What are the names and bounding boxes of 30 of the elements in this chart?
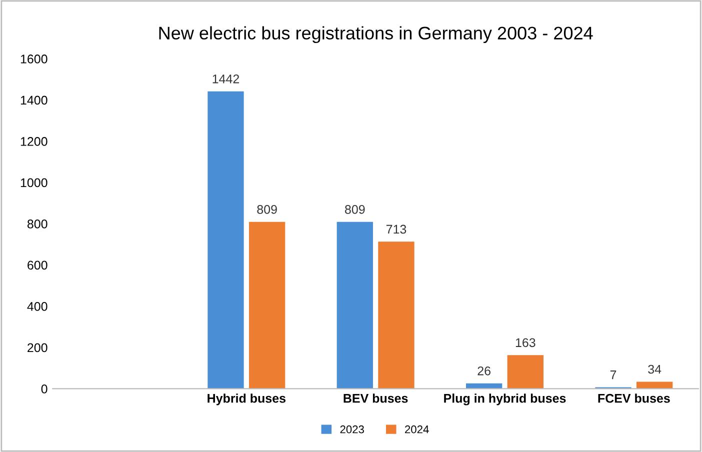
y-tick-label: 200	[28, 343, 48, 352]
data-label: 7	[610, 370, 616, 380]
x-tick-label: FCEV buses	[598, 394, 670, 403]
y-tick-label: 400	[27, 302, 48, 311]
y-tick-label: 1200	[20, 137, 48, 146]
y-tick-label: 1600	[20, 54, 48, 64]
y-tick-label: 1400	[20, 96, 48, 105]
chart-title: New electric bus registrations in Germany 2003 - 2024	[159, 26, 593, 44]
bar	[336, 222, 373, 389]
bar	[378, 242, 414, 389]
y-tick-label: 600	[28, 260, 48, 270]
data-label: 809	[345, 205, 365, 214]
data-label: 163	[516, 338, 536, 348]
data-label: 1442	[212, 74, 240, 84]
y-tick-label: 1000	[20, 178, 48, 188]
data-label: 809	[257, 205, 277, 214]
legend-label: 2023	[340, 425, 364, 434]
x-tick-label: BEV buses	[344, 394, 408, 403]
data-label: 26	[478, 366, 490, 376]
data-label: 34	[648, 364, 662, 374]
y-tick-label: 800	[27, 220, 48, 228]
legend-label: 2024	[405, 425, 429, 434]
data-label: 713	[386, 224, 406, 234]
bar	[248, 222, 286, 389]
x-tick-label: Hybrid buses	[208, 394, 286, 406]
bar	[636, 382, 673, 389]
y-tick-label: 0	[41, 384, 48, 394]
bar	[507, 355, 544, 389]
x-tick-label: Plug in hybrid buses	[444, 394, 566, 406]
bar	[208, 91, 244, 389]
